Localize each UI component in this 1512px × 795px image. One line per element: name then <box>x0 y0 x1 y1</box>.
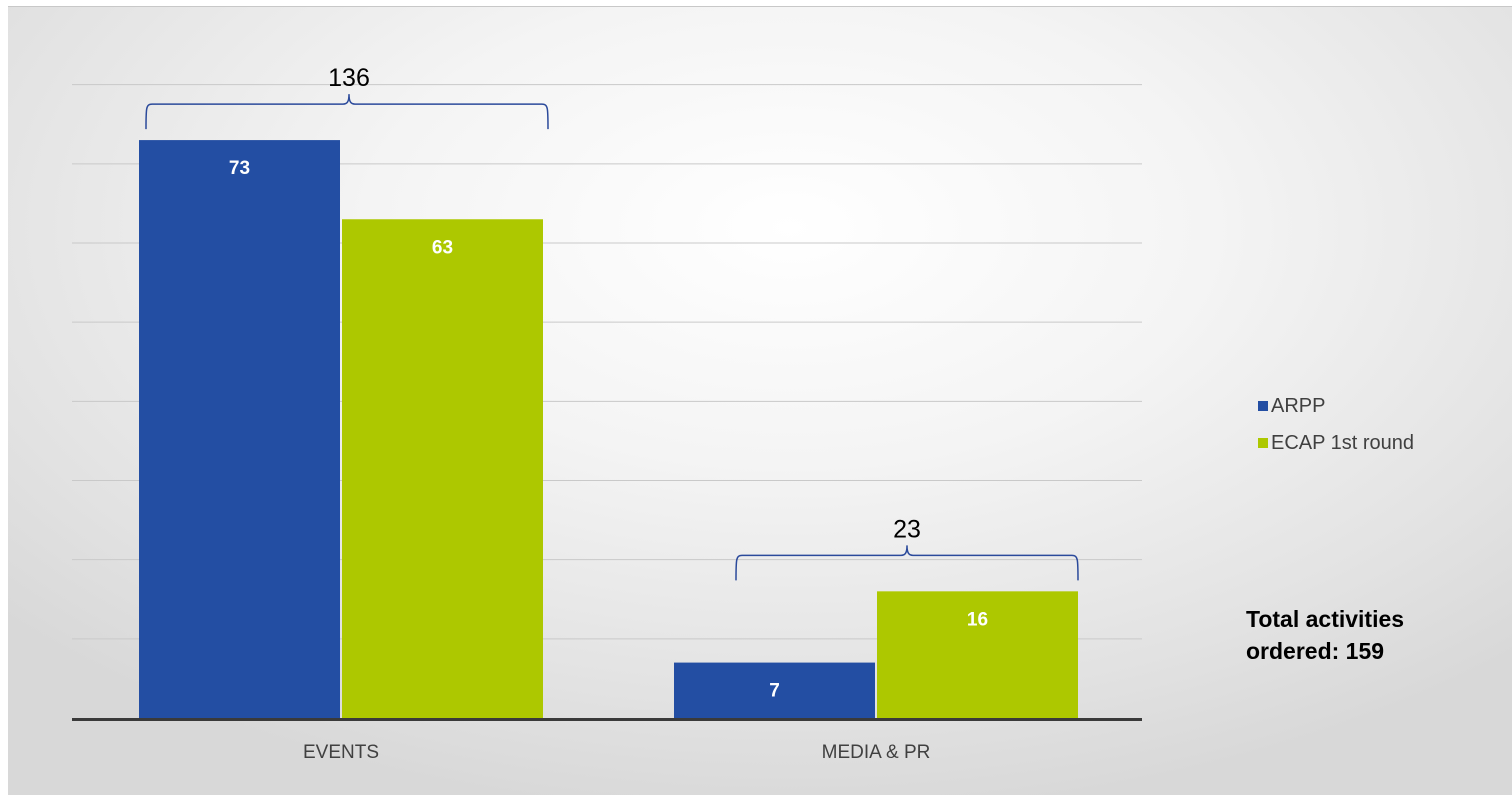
bars: 73 63 7 16 <box>139 140 1078 719</box>
total-note-line-2: ordered: 159 <box>1246 638 1385 664</box>
group-total-label: 136 <box>328 64 370 92</box>
x-tick-label: MEDIA & PR <box>822 742 931 763</box>
bar-ecap-1st-round-events <box>342 219 543 718</box>
legend: ARPP ECAP 1st round <box>1258 392 1414 466</box>
data-label-ecap-1st-round-media-pr: 16 <box>967 609 988 630</box>
legend-swatch-arpp <box>1258 401 1268 411</box>
legend-label-arpp: ARPP <box>1271 394 1326 417</box>
legend-swatch-ecap <box>1258 438 1268 448</box>
bar-arpp-media-pr <box>674 662 875 718</box>
group-total-bracket <box>145 94 549 130</box>
legend-item-ecap: ECAP 1st round <box>1258 429 1414 457</box>
bar-arpp-events <box>139 140 340 719</box>
bar-ecap-1st-round-media-pr <box>877 591 1078 718</box>
total-activities-note: Total activities ordered: 159 <box>1246 603 1486 667</box>
total-note-line-1: Total activities <box>1246 606 1405 632</box>
group-total-label: 23 <box>893 515 921 543</box>
legend-label-ecap: ECAP 1st round <box>1271 431 1415 454</box>
data-label-arpp-events: 73 <box>229 158 250 179</box>
x-axis: EVENTS MEDIA & PR <box>72 718 1142 763</box>
x-tick-label: EVENTS <box>303 742 379 763</box>
legend-item-arpp: ARPP <box>1258 392 1414 420</box>
data-label-ecap-1st-round-events: 63 <box>432 237 453 258</box>
data-label-arpp-media-pr: 7 <box>769 681 780 702</box>
group-total-bracket <box>735 545 1079 581</box>
